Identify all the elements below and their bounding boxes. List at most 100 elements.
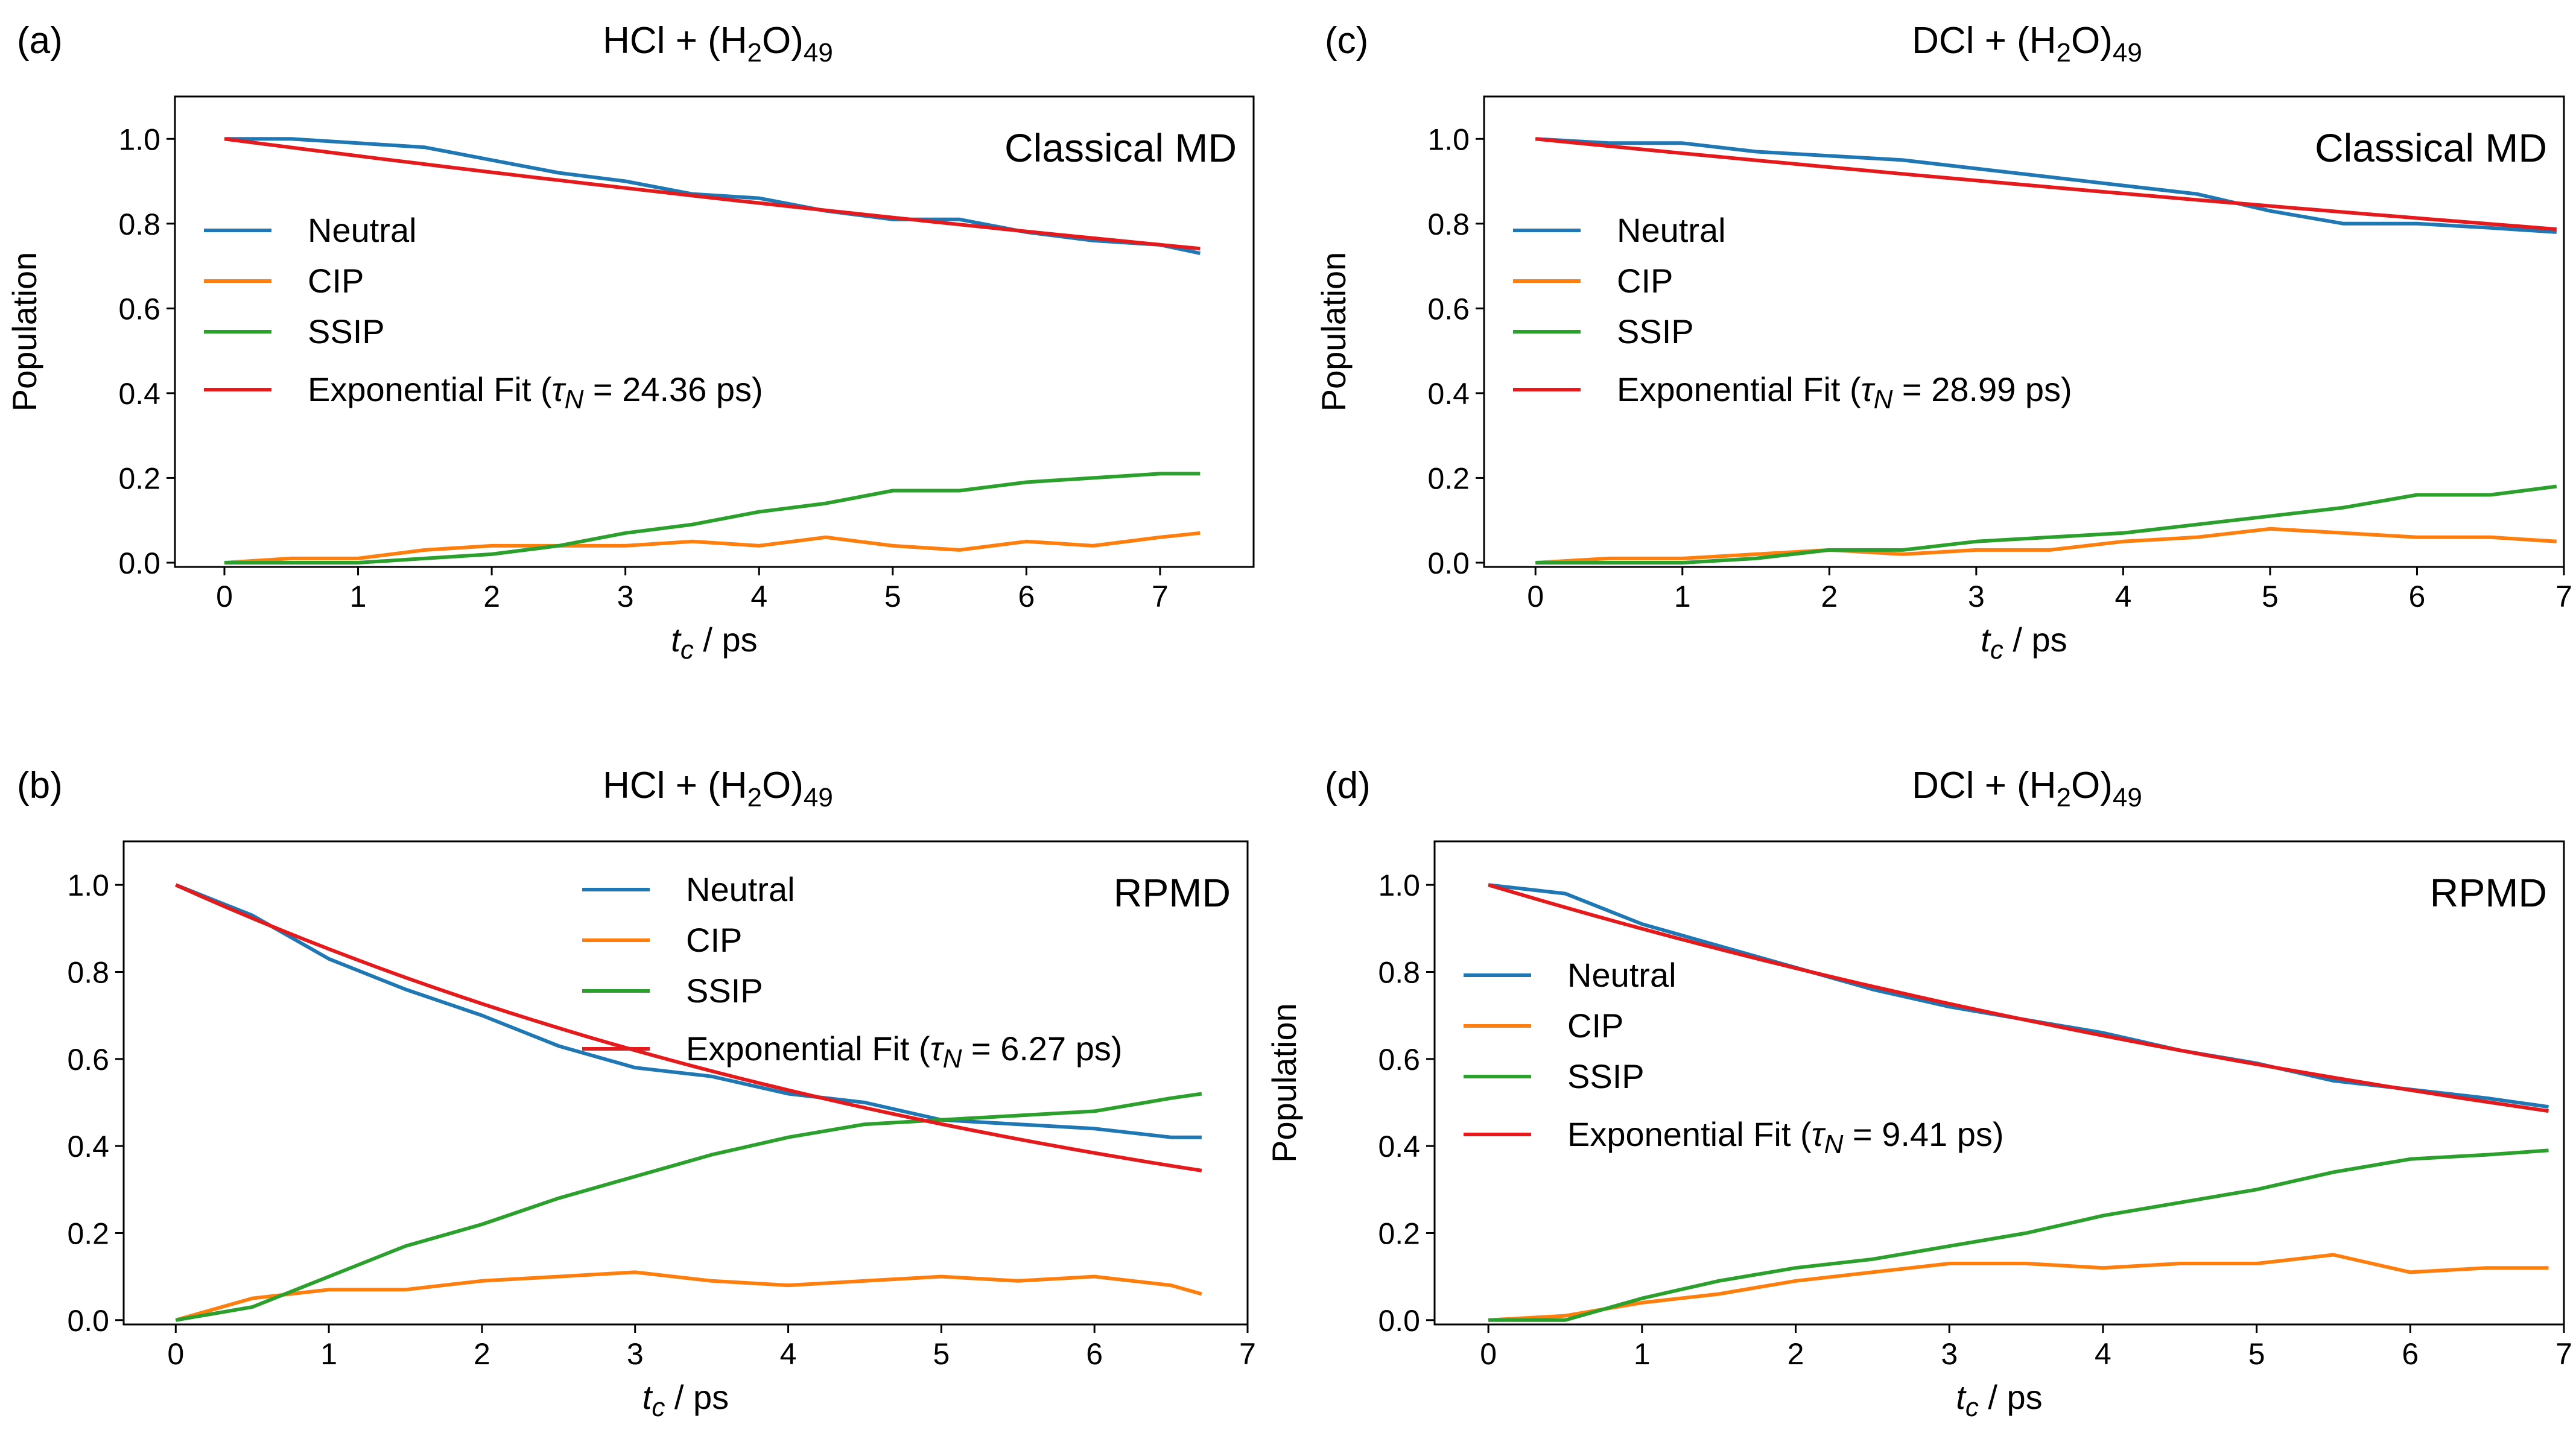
method-label: Classical MD: [1004, 125, 1237, 170]
x-axis-unit: / ps: [2003, 621, 2067, 659]
legend-fit-suffix: = 9.41 ps): [1843, 1115, 2003, 1153]
x-axis-subscript: c: [680, 635, 694, 665]
y-tick-label: 0.6: [1427, 292, 1470, 326]
legend-label-ssip: SSIP: [308, 312, 385, 350]
x-tick-label: 7: [2555, 1337, 2572, 1371]
x-tick-label: 3: [1968, 580, 1985, 613]
legend-fit-tau-sub: N: [943, 1044, 962, 1074]
title-text: O): [2071, 20, 2113, 62]
x-tick-label: 0: [216, 580, 233, 613]
legend-label-fit: Exponential Fit (τN = 28.99 ps): [1617, 370, 2072, 414]
panel-b: (b) HCl + (H2O)490.00.20.40.60.81.00 1 2 3 4 5…: [17, 765, 1256, 1422]
panel-label: (c): [1325, 20, 1368, 62]
x-tick-label: 6: [1086, 1337, 1103, 1371]
legend-fit-suffix: = 6.27 ps): [962, 1030, 1122, 1068]
chart-title: DCl + (H2O)49: [1912, 20, 2142, 68]
x-tick-label: 5: [2248, 1337, 2265, 1371]
legend: Neutral CIP SSIP Exponential Fit (τN = 6.27…: [582, 870, 1123, 1074]
method-label: RPMD: [2430, 870, 2547, 915]
legend-fit-prefix: Exponential Fit (: [308, 370, 552, 408]
legend-fit-suffix: = 24.36 ps): [583, 370, 763, 408]
legend-fit-tau: τ: [1861, 370, 1876, 408]
y-tick-label: 0.6: [1378, 1043, 1420, 1077]
legend-fit-prefix: Exponential Fit (: [686, 1030, 930, 1068]
title-text: HCl + (H: [603, 20, 747, 62]
plot-area: [1535, 137, 2557, 565]
plot-frame: [1433, 840, 2565, 1326]
series-line-cip: [1488, 1253, 2549, 1322]
legend: Neutral CIP SSIP Exponential Fit (τN = 9.41…: [1464, 956, 2004, 1159]
series-line-fit: [224, 137, 1201, 251]
x-axis-var: t: [1981, 621, 1991, 659]
title-text: DCl + (H: [1912, 20, 2056, 62]
series-line-ssip: [1535, 484, 2557, 565]
series-line-neutral: [1488, 883, 2549, 1109]
y-axis-label: Population: [1265, 1003, 1303, 1163]
legend-fit-tau: τ: [930, 1030, 945, 1068]
title-subscript: 49: [2113, 783, 2142, 812]
legend-fit-tau: τ: [1812, 1115, 1826, 1153]
y-tick-label: 0.4: [1427, 377, 1470, 411]
method-label: Classical MD: [2315, 125, 2547, 170]
x-tick-label: 0: [1480, 1337, 1497, 1371]
x-axis-label: tc / ps: [1956, 1378, 2042, 1422]
legend-label-neutral: Neutral: [686, 870, 795, 908]
series-line-neutral: [1535, 137, 2557, 234]
x-tick-label: 6: [2409, 580, 2426, 613]
x-tick-label: 4: [750, 580, 767, 613]
panel-a: (a) HCl + (H2O)490.00.20.40.60.81.00 1 2 3 4 5…: [5, 20, 1255, 665]
legend-label-cip: CIP: [686, 921, 742, 959]
series-line-fit: [175, 883, 1202, 1172]
title-subscript: 2: [2057, 783, 2071, 812]
panel-label: (b): [17, 765, 63, 806]
legend-fit-tau-sub: N: [565, 385, 584, 414]
y-tick-label: 0.4: [1378, 1130, 1420, 1163]
title-text: O): [762, 20, 804, 62]
legend-label-neutral: Neutral: [308, 211, 417, 249]
x-tick-label: 0: [167, 1337, 184, 1371]
x-axis-subscript: c: [652, 1393, 665, 1422]
x-tick-label: 4: [2095, 1337, 2111, 1371]
series-line-cip: [1535, 527, 2557, 565]
x-axis-var: t: [1956, 1378, 1967, 1416]
x-axis-unit: / ps: [694, 621, 758, 659]
x-axis-label: tc / ps: [1981, 621, 2067, 665]
x-tick-label: 2: [1788, 1337, 1804, 1371]
legend-label-cip: CIP: [1567, 1007, 1623, 1045]
title-subscript: 49: [2113, 38, 2142, 68]
x-tick-label: 4: [2114, 580, 2131, 613]
series-line-neutral: [175, 883, 1202, 1139]
x-tick-label: 5: [2262, 580, 2279, 613]
series-line-fit: [1535, 137, 2557, 232]
y-tick-label: 1.0: [1427, 122, 1470, 156]
legend-label-cip: CIP: [308, 262, 364, 300]
panel-c: (c) DCl + (H2O)490.00.20.40.60.81.00 1 2 3 4 5…: [1315, 20, 2572, 665]
legend-fit-tau-sub: N: [1874, 385, 1893, 414]
y-axis-label: Population: [1315, 252, 1353, 412]
title-subscript: 2: [747, 783, 762, 812]
plot-area: [175, 883, 1202, 1322]
x-tick-label: 2: [1821, 580, 1838, 613]
y-tick-label: 0.8: [1378, 955, 1420, 989]
title-text: O): [762, 765, 804, 806]
series-line-fit: [1488, 883, 2549, 1113]
y-tick-label: 0.8: [118, 207, 160, 241]
panel-label: (d): [1325, 765, 1371, 806]
legend-label-neutral: Neutral: [1617, 211, 1726, 249]
x-axis-subscript: c: [1965, 1393, 1979, 1422]
title-text: O): [2071, 765, 2113, 806]
x-tick-label: 1: [320, 1337, 337, 1371]
x-axis-var: t: [642, 1378, 653, 1416]
panel-d: (d) DCl + (H2O)490.00.20.40.60.81.00 1 2 3 4 5…: [1265, 765, 2572, 1422]
y-tick-label: 0.2: [1427, 461, 1470, 495]
legend-label-fit: Exponential Fit (τN = 24.36 ps): [308, 370, 763, 414]
y-tick-label: 0.0: [118, 546, 160, 580]
y-tick-label: 0.6: [118, 292, 160, 326]
x-axis-var: t: [671, 621, 682, 659]
y-tick-label: 0.4: [67, 1130, 109, 1163]
plot-frame: [174, 95, 1255, 568]
x-axis-label: tc / ps: [642, 1378, 729, 1422]
legend-label-ssip: SSIP: [686, 972, 763, 1010]
y-tick-label: 1.0: [1378, 868, 1420, 902]
